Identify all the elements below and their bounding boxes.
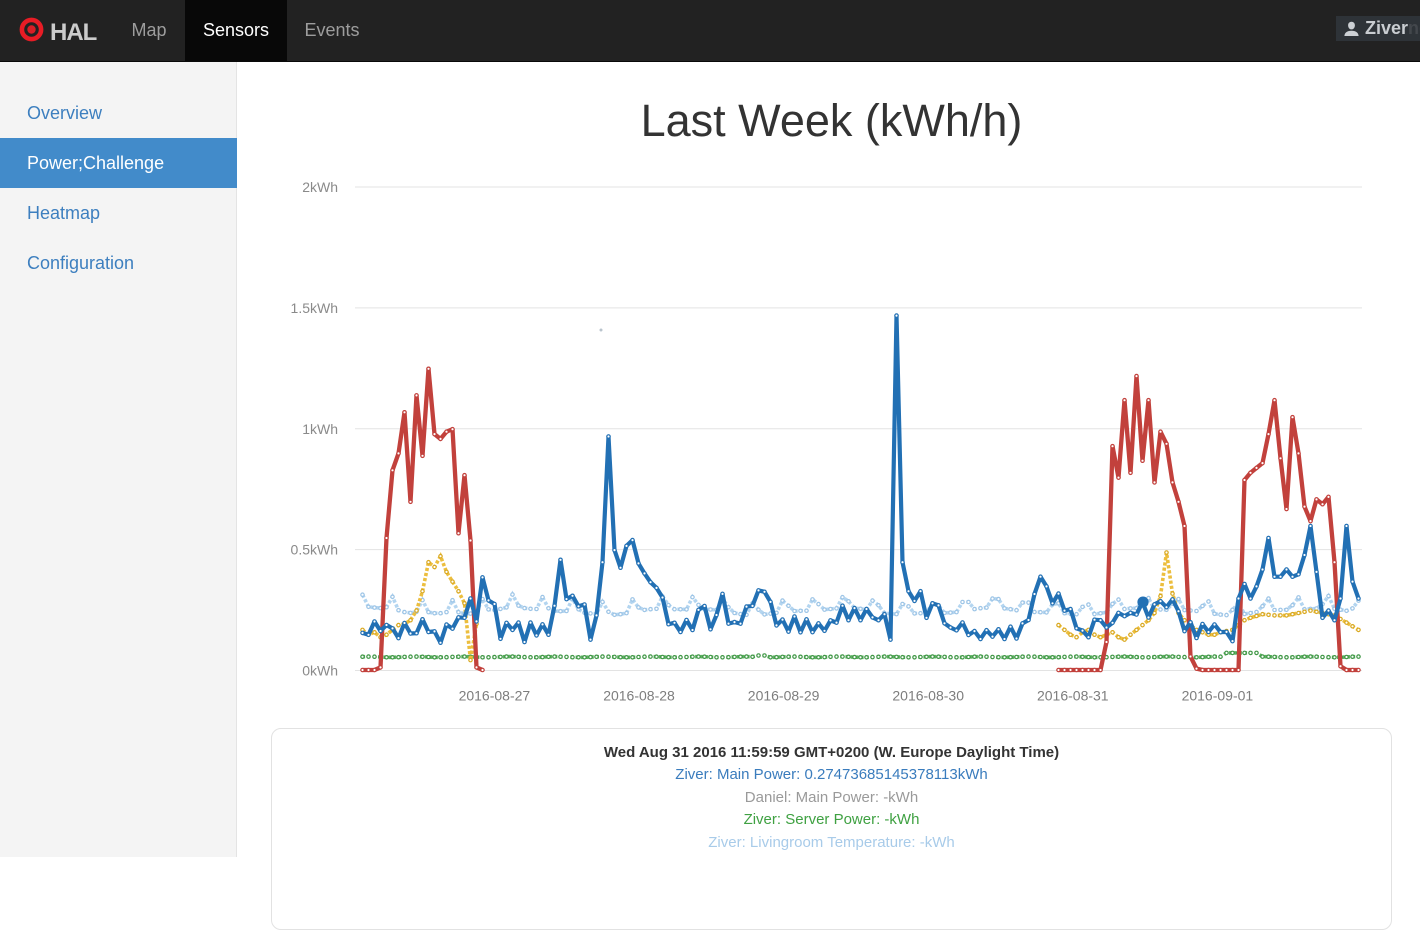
svg-text:2kWh: 2kWh (302, 179, 338, 195)
svg-text:2016-08-29: 2016-08-29 (748, 688, 820, 704)
svg-text:0kWh: 0kWh (302, 663, 338, 679)
svg-text:0.5kWh: 0.5kWh (291, 542, 338, 558)
svg-text:1.5kWh: 1.5kWh (291, 300, 338, 316)
svg-text:2016-08-27: 2016-08-27 (459, 688, 531, 704)
svg-text:2016-08-31: 2016-08-31 (1037, 688, 1109, 704)
svg-text:2016-08-28: 2016-08-28 (603, 688, 675, 704)
svg-text:1kWh: 1kWh (302, 421, 338, 437)
svg-text:2016-08-30: 2016-08-30 (892, 688, 964, 704)
svg-text:2016-09-01: 2016-09-01 (1182, 688, 1254, 704)
